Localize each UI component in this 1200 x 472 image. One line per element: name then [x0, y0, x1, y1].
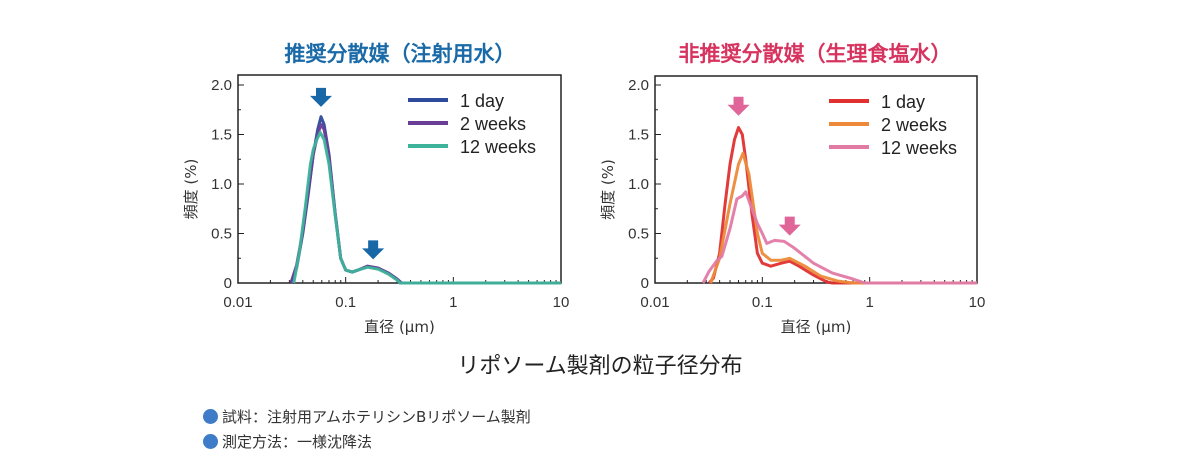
- figure-title: リポソーム製剤の粒子径分布: [457, 354, 743, 379]
- left-x-tick-label: 10: [553, 294, 570, 311]
- left-x-tick-label: 1: [449, 294, 457, 311]
- right-y-tick-label: 0: [641, 275, 649, 292]
- left-legend-label: 2 weeks: [460, 114, 526, 134]
- left-y-tick-label: 2.0: [211, 77, 232, 94]
- left-y-axis-label: 頻度 (%): [182, 159, 200, 220]
- left-chart-title: 推奨分散媒（注射用水）: [284, 42, 516, 66]
- left-down-arrow-icon: [362, 240, 385, 260]
- left-series-12-weeks: [292, 131, 561, 285]
- right-x-tick-label: 10: [969, 294, 986, 311]
- left-plot-frame: [237, 74, 562, 284]
- bullet-icon: [203, 409, 218, 424]
- right-series-2-weeks: [709, 151, 977, 285]
- right-x-axis-label: 直径 (μm): [781, 318, 852, 336]
- right-x-tick-label: 1: [865, 294, 873, 311]
- left-x-tick-label: 0.1: [335, 294, 356, 311]
- right-legend-label: 2 weeks: [881, 115, 947, 135]
- note-sample: 試料：注射用アムホテリシンBリポソーム製剤: [203, 406, 531, 427]
- left-y-tick-label: 1.5: [211, 127, 232, 144]
- left-y-tick-label: 1.0: [211, 176, 232, 193]
- left-y-tick-label: 0.5: [211, 226, 232, 243]
- right-x-tick-label: 0.01: [640, 294, 669, 311]
- note-text: 試料：注射用アムホテリシンBリポソーム製剤: [222, 408, 531, 426]
- right-plot-frame: [654, 75, 978, 284]
- right-y-tick-label: 0.5: [628, 226, 649, 243]
- note-text: 測定方法：一様沈降法: [222, 433, 373, 451]
- note-method: 測定方法：一様沈降法: [203, 431, 372, 452]
- left-y-tick-label: 0: [224, 275, 232, 292]
- right-y-tick-label: 1.5: [628, 127, 649, 144]
- left-down-arrow-icon: [309, 87, 332, 107]
- left-x-axis-label: 直径 (μm): [364, 318, 435, 336]
- left-x-tick-label: 0.01: [223, 294, 252, 311]
- right-legend-label: 1 day: [881, 92, 925, 112]
- right-y-tick-label: 2.0: [628, 77, 649, 94]
- right-x-tick-label: 0.1: [752, 294, 773, 311]
- right-chart-title: 非推奨分散媒（生理食塩水）: [678, 42, 952, 66]
- right-down-arrow-icon: [727, 96, 750, 116]
- left-legend-label: 1 day: [460, 91, 504, 111]
- left-legend-label: 12 weeks: [460, 137, 536, 157]
- right-y-axis-label: 頻度 (%): [599, 159, 617, 220]
- right-series-1-day: [708, 126, 977, 285]
- right-y-tick-label: 1.0: [628, 176, 649, 193]
- right-down-arrow-icon: [778, 216, 801, 236]
- right-series-12-weeks: [701, 190, 977, 285]
- bullet-icon: [203, 434, 218, 449]
- right-legend-label: 12 weeks: [881, 138, 957, 158]
